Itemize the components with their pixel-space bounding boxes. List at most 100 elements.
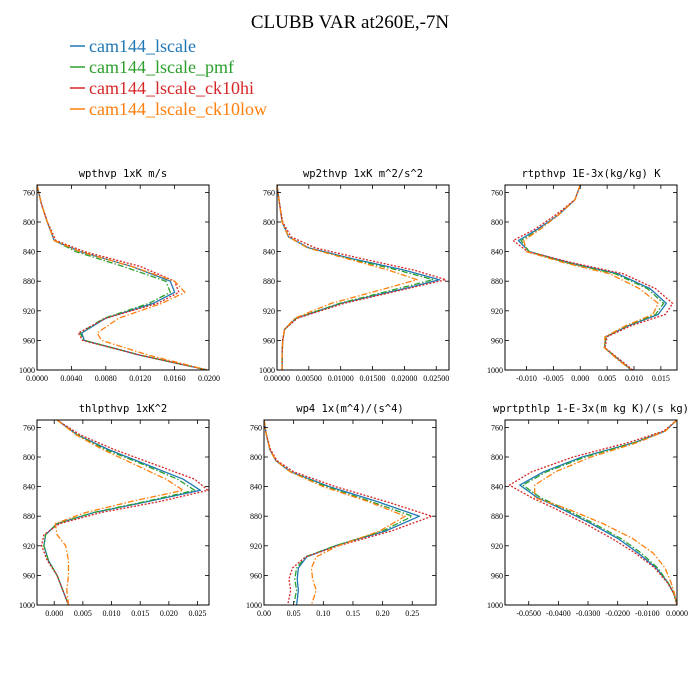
panel-title: wp4 1x(m^4)/(s^4) — [296, 403, 403, 415]
legend: cam144_lscale cam144_lscale_pmf cam144_l… — [70, 36, 267, 119]
y-tick-label: 1000 — [487, 366, 503, 375]
y-tick-label: 1000 — [246, 601, 262, 610]
x-tick-label: 0.05 — [287, 609, 301, 618]
x-tick-label: 0.02000 — [391, 374, 417, 383]
y-tick-label: 800 — [23, 218, 35, 227]
series-line — [37, 185, 208, 370]
y-tick-label: 840 — [491, 248, 503, 257]
y-tick-label: 800 — [263, 218, 275, 227]
series-group — [508, 420, 677, 605]
chart-panel: thlpthvp 1xK^2 760 800 840 880 920 960 1000 0.00… — [19, 403, 210, 618]
x-tick-label: 0.015 — [652, 374, 670, 383]
chart-panel: wprtpthlp 1-E-3x(m kg K)/(s kg) 760 800 840… — [487, 403, 689, 618]
series-group — [512, 185, 674, 370]
legend-label: cam144_lscale — [89, 36, 196, 56]
series-line — [40, 420, 209, 605]
panel-title: wp2thvp 1xK m^2/s^2 — [303, 168, 423, 180]
y-tick-label: 920 — [263, 307, 275, 316]
legend-label: cam144_lscale_ck10low — [89, 99, 267, 119]
y-tick-label: 960 — [491, 571, 503, 580]
series-line — [264, 420, 421, 605]
x-tick-label: 0.25 — [405, 609, 419, 618]
y-tick-label: 840 — [491, 483, 503, 492]
series-line — [517, 185, 667, 370]
series-line — [523, 185, 659, 370]
y-tick-label: 960 — [491, 336, 503, 345]
x-tick-label: 0.000 — [45, 609, 63, 618]
y-tick-label: 1000 — [19, 601, 35, 610]
series-line — [519, 420, 677, 605]
x-tick-label: 0.20 — [376, 609, 390, 618]
y-tick-label: 800 — [250, 453, 262, 462]
x-tick-label: 0.01000 — [328, 374, 354, 383]
y-tick-label: 1000 — [259, 366, 275, 375]
plot-frame — [504, 419, 678, 606]
x-tick-label: 0.15 — [346, 609, 360, 618]
legend-entry: cam144_lscale_ck10low — [70, 99, 267, 119]
x-tick-label: 0.01500 — [360, 374, 386, 383]
y-tick-label: 760 — [23, 423, 35, 432]
chart-panel: wp2thvp 1xK m^2/s^2 760 800 840 880 920 960 100… — [259, 168, 450, 383]
series-line — [43, 420, 202, 605]
series-line — [277, 185, 441, 370]
x-tick-label: 0.0040 — [60, 374, 82, 383]
plot-frame — [276, 184, 450, 371]
panel-title: thlpthvp 1xK^2 — [79, 403, 168, 415]
x-tick-label: -0.005 — [543, 374, 564, 383]
x-tick-label: 0.02500 — [423, 374, 449, 383]
y-tick-label: 880 — [491, 277, 503, 286]
series-group — [37, 185, 208, 370]
x-tick-label: -0.0400 — [546, 609, 571, 618]
chart-panel: wpthvp 1xK m/s76080084088092096010000.00… — [19, 168, 220, 383]
series-line — [264, 420, 406, 605]
y-tick-label: 920 — [491, 307, 503, 316]
x-tick-label: 0.0200 — [198, 374, 220, 383]
series-line — [512, 185, 674, 370]
x-tick-label: 0.0000 — [26, 374, 48, 383]
y-tick-label: 1000 — [487, 601, 503, 610]
x-tick-label: 0.00500 — [296, 374, 322, 383]
x-tick-label: -0.0500 — [516, 609, 541, 618]
x-tick-label: 0.020 — [160, 609, 178, 618]
y-tick-label: 800 — [491, 453, 503, 462]
series-line — [522, 420, 677, 605]
chart-panel: rtpthvp 1E-3x(kg/kg) K 760 800 840 880 920 960… — [487, 168, 678, 383]
y-tick-label: 840 — [250, 483, 262, 492]
plot-frame — [36, 419, 210, 606]
y-tick-label: 800 — [23, 453, 35, 462]
figure-title: CLUBB VAR at260E,-7N — [251, 12, 450, 33]
series-line — [37, 185, 208, 370]
y-tick-label: 920 — [23, 542, 35, 551]
chart-panel: wp4 1x(m^4)/(s^4)76080084088092096010000… — [246, 403, 437, 618]
plot-frame — [504, 184, 678, 371]
series-line — [508, 420, 677, 605]
panel-title: wprtpthlp 1-E-3x(m kg K)/(s kg) — [493, 403, 689, 415]
panels: wpthvp 1xK m/s76080084088092096010000.00… — [19, 168, 689, 618]
x-tick-label: 0.010 — [103, 609, 121, 618]
x-tick-label: 0.005 — [74, 609, 92, 618]
series-group — [40, 420, 209, 605]
series-line — [277, 185, 447, 370]
y-tick-label: 760 — [491, 423, 503, 432]
series-group — [264, 420, 433, 605]
x-tick-label: 0.010 — [625, 374, 643, 383]
x-tick-label: 0.10 — [316, 609, 330, 618]
y-tick-label: 960 — [23, 336, 35, 345]
y-tick-label: 960 — [23, 571, 35, 580]
plot-frame — [36, 184, 210, 371]
x-tick-label: 0.00000 — [264, 374, 290, 383]
legend-entry: cam144_lscale — [70, 36, 196, 56]
series-line — [43, 420, 196, 605]
legend-label: cam144_lscale_pmf — [89, 57, 234, 77]
series-line — [37, 185, 208, 370]
y-tick-label: 840 — [263, 248, 275, 257]
x-tick-label: 0.0120 — [129, 374, 151, 383]
series-line — [37, 185, 208, 370]
series-line — [264, 420, 433, 605]
plot-frame — [263, 419, 437, 606]
y-tick-label: 920 — [491, 542, 503, 551]
y-tick-label: 880 — [250, 512, 262, 521]
y-tick-label: 760 — [23, 188, 35, 197]
y-tick-label: 880 — [23, 512, 35, 521]
